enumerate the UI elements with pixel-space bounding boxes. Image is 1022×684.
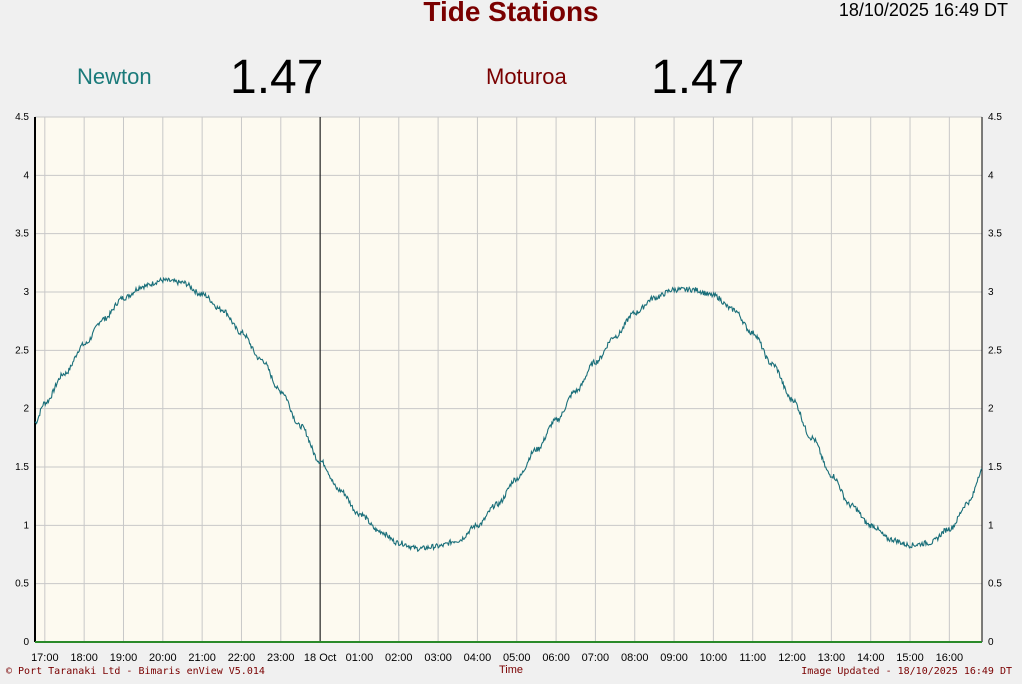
y-tick-label-left: 0.5	[15, 579, 29, 590]
x-axis-label: Time	[498, 664, 524, 676]
x-tick-label: 03:00	[424, 652, 452, 664]
y-tick-label-left: 1	[23, 520, 29, 531]
image-updated-text: Image Updated - 18/10/2025 16:49 DT	[801, 666, 1012, 677]
y-tick-label-right: 4.5	[988, 112, 1002, 123]
x-tick-label: 16:00	[936, 652, 964, 664]
current-datetime: 18/10/2025 16:49 DT	[838, 0, 1008, 20]
x-tick-label: 21:00	[188, 652, 216, 664]
x-tick-label: 10:00	[700, 652, 728, 664]
copyright-text: © Port Taranaki Ltd - Bimaris enView V5.…	[6, 666, 265, 677]
x-tick-label: 15:00	[896, 652, 924, 664]
y-tick-label-left: 2	[23, 404, 29, 415]
station-label-moturoa: Moturoa	[486, 64, 567, 89]
y-tick-label-left: 2.5	[15, 345, 29, 356]
plot-area	[35, 117, 982, 642]
station-value-newton: 1.47	[230, 51, 324, 104]
x-tick-label: 19:00	[110, 652, 138, 664]
x-tick-label: 05:00	[503, 652, 531, 664]
x-tick-label: 20:00	[149, 652, 177, 664]
x-tick-label: 13:00	[818, 652, 846, 664]
x-tick-label: 04:00	[464, 652, 492, 664]
y-tick-label-left: 4	[23, 170, 29, 181]
y-tick-label-left: 1.5	[15, 462, 29, 473]
y-tick-label-right: 3	[988, 287, 994, 298]
y-tick-label-left: 0	[23, 637, 29, 648]
x-tick-label: 18 Oct	[304, 652, 336, 664]
x-tick-label: 07:00	[582, 652, 610, 664]
y-tick-label-left: 3	[23, 287, 29, 298]
series-line-newton	[34, 276, 983, 553]
y-tick-label-right: 2	[988, 404, 994, 415]
y-tick-label-right: 2.5	[988, 345, 1002, 356]
x-tick-label: 23:00	[267, 652, 295, 664]
x-tick-label: 11:00	[739, 652, 766, 664]
y-tick-label-right: 4	[988, 170, 994, 181]
chart-title: Tide Stations	[423, 0, 599, 27]
y-tick-label-left: 3.5	[15, 229, 29, 240]
x-tick-label: 02:00	[385, 652, 413, 664]
y-tick-label-right: 1.5	[988, 462, 1002, 473]
x-tick-label: 14:00	[857, 652, 885, 664]
x-tick-label: 12:00	[778, 652, 806, 664]
x-tick-label: 17:00	[31, 652, 59, 664]
x-tick-label: 08:00	[621, 652, 649, 664]
x-tick-label: 06:00	[542, 652, 570, 664]
x-tick-label: 22:00	[228, 652, 256, 664]
y-tick-label-right: 0.5	[988, 579, 1002, 590]
x-tick-label: 09:00	[660, 652, 688, 664]
y-tick-label-left: 4.5	[15, 112, 29, 123]
y-tick-label-right: 0	[988, 637, 994, 648]
station-label-newton: Newton	[77, 64, 152, 89]
x-tick-label: 18:00	[70, 652, 98, 664]
y-tick-label-right: 1	[988, 520, 994, 531]
y-tick-label-right: 3.5	[988, 229, 1002, 240]
station-value-moturoa: 1.47	[651, 51, 745, 104]
x-tick-label: 01:00	[346, 652, 374, 664]
